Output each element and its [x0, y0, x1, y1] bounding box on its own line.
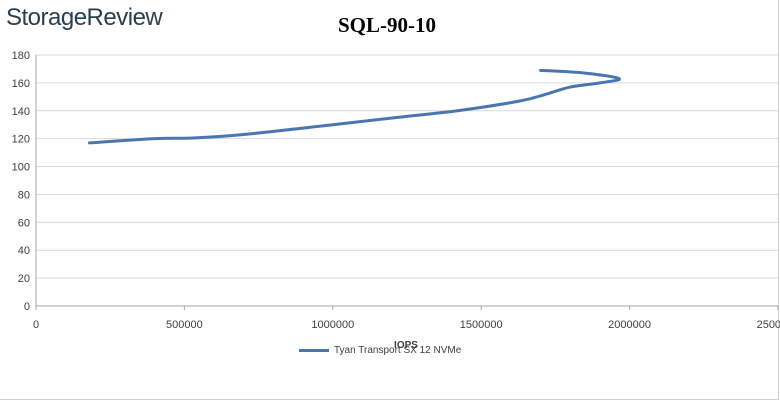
- y-tick-label: 0: [24, 301, 30, 313]
- x-tick-label: 0: [33, 319, 39, 331]
- y-tick-label: 100: [12, 162, 30, 174]
- x-tick-label: 2000000: [608, 319, 651, 331]
- legend-swatch: [299, 349, 329, 352]
- legend: Tyan Transport SX 12 NVMe: [299, 345, 461, 356]
- x-tick-label: 1000000: [311, 319, 354, 331]
- y-tick-label: 60: [18, 217, 30, 229]
- y-tick-label: 180: [12, 50, 30, 62]
- y-tick-label: 140: [12, 106, 30, 118]
- series-line: [87, 68, 621, 145]
- y-tick-label: 20: [18, 273, 30, 285]
- y-tick-label: 160: [12, 78, 30, 90]
- y-tick-label: 40: [18, 245, 30, 257]
- chart-title: SQL-90-10: [338, 13, 437, 37]
- brand-logo: StorageReview: [6, 4, 163, 31]
- x-tick-label: 500000: [166, 319, 203, 331]
- x-axis-label: IOPS: [394, 340, 418, 351]
- y-tick-label: 120: [12, 134, 30, 146]
- x-tick-label: 1500000: [460, 319, 503, 331]
- y-tick-label: 80: [18, 189, 30, 201]
- legend-label: Tyan Transport SX 12 NVMe: [334, 345, 462, 356]
- x-tick-label: 2500000: [757, 319, 780, 331]
